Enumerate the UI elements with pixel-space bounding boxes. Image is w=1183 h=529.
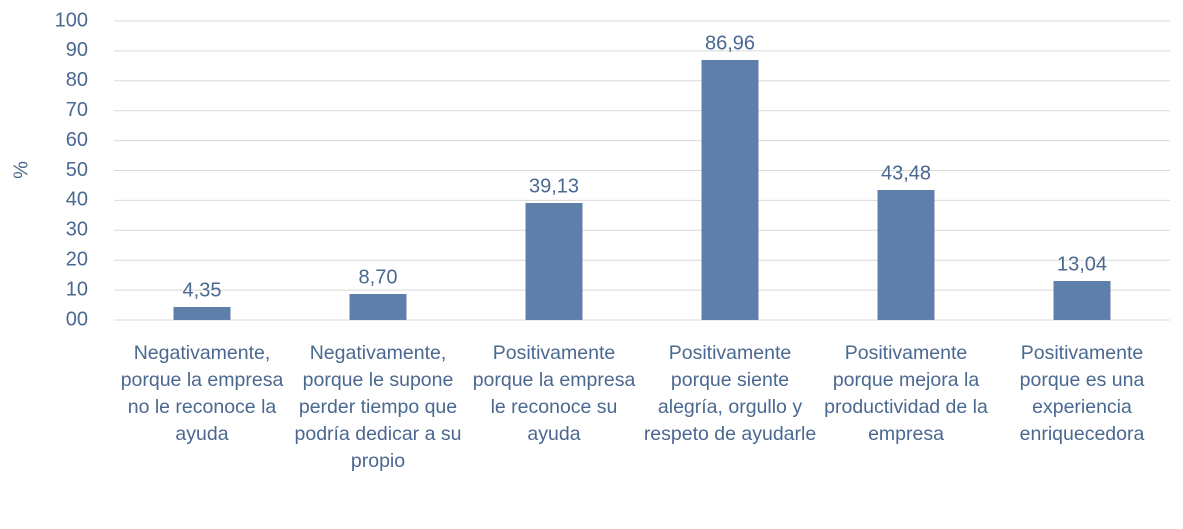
bar xyxy=(173,306,231,320)
data-label: 43,48 xyxy=(881,162,931,184)
data-label: 86,96 xyxy=(705,32,755,54)
y-axis-label: % xyxy=(10,161,32,179)
bar xyxy=(1053,281,1111,320)
bar xyxy=(349,293,407,320)
y-tick-label: 50 xyxy=(66,159,88,181)
y-tick-label: 30 xyxy=(66,219,88,241)
y-tick-label: 20 xyxy=(66,248,88,270)
bar xyxy=(701,59,759,321)
y-tick-label: 40 xyxy=(66,189,88,211)
x-tick-label: Positivamente porque mejora la productiv… xyxy=(824,342,988,445)
data-label: 8,70 xyxy=(359,266,398,288)
data-label: 13,04 xyxy=(1057,253,1107,275)
data-label: 4,35 xyxy=(183,279,222,301)
y-tick-label: 80 xyxy=(66,69,88,91)
y-tick-label: 90 xyxy=(66,39,88,61)
y-tick-label: 70 xyxy=(66,99,88,121)
x-tick-label: Positivamente porque es una experiencia … xyxy=(1019,342,1145,445)
y-tick-label: 60 xyxy=(66,129,88,151)
bar xyxy=(877,189,935,320)
x-tick-label: Positivamente porque la empresa le recon… xyxy=(472,342,636,445)
x-tick-label: Negativamente, porque le supone perder t… xyxy=(294,342,462,472)
bar xyxy=(525,203,583,320)
y-tick-label: 00 xyxy=(66,308,88,330)
y-tick-label: 10 xyxy=(66,278,88,300)
y-tick-label: 100 xyxy=(55,9,88,31)
data-label: 39,13 xyxy=(529,175,579,197)
x-tick-label: Negativamente, porque la empresa no le r… xyxy=(120,342,284,445)
x-tick-label: Positivamente porque siente alegría, org… xyxy=(643,342,817,445)
